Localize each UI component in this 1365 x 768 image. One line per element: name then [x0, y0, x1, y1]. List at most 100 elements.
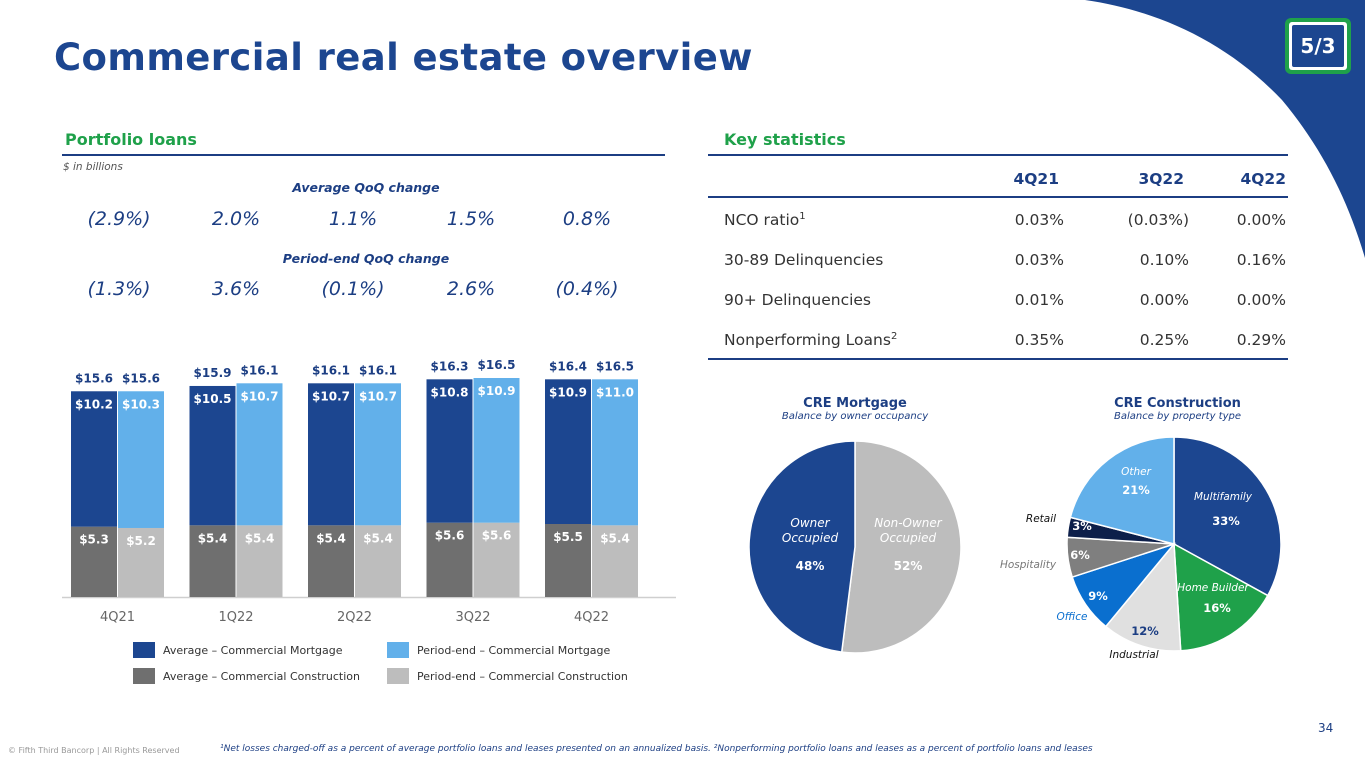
bar-average-commercial-construction-2q22: [308, 525, 354, 597]
bar-average-commercial-mortgage-1q22: [189, 385, 236, 526]
bar-total-label: $16.5: [478, 358, 516, 372]
key-stats-title: Key statistics: [724, 130, 846, 149]
units-note: $ in billions: [63, 161, 123, 173]
legend-swatch: [133, 642, 155, 658]
stat-row-nco: NCO ratio1 0.03% (0.03%) 0.00%: [724, 201, 1286, 241]
pie-slice-label: Other: [1121, 466, 1151, 478]
portfolio-bar-chart: $5.3 $10.2 $15.6 $5.2 $10.3 $15.6 4Q21 $5.4 $10.…: [62, 358, 676, 625]
fifth-third-logo: 5/3: [1285, 18, 1351, 74]
bar-value-label: $5.4: [245, 531, 275, 545]
bar-value-label: $10.7: [241, 389, 279, 403]
bar-value-label: $10.7: [359, 389, 397, 403]
avg-qoq-label: Average QoQ change: [292, 180, 440, 195]
bar-total-label: $16.5: [596, 359, 634, 373]
bar-total-label: $16.1: [359, 363, 397, 377]
x-tick-label: 4Q22: [574, 610, 609, 625]
bar-value-label: $5.4: [198, 531, 228, 545]
stat-label: NCO ratio: [724, 211, 800, 230]
pie-pct-label: 3%: [1072, 519, 1092, 533]
pie-slice-other: [1069, 436, 1175, 545]
pie-pct-label: 33%: [1212, 514, 1240, 528]
portfolio-section-title: Portfolio loans: [65, 130, 197, 149]
cre-mortgage-subtitle: Balance by owner occupancy: [781, 411, 929, 422]
cre-mortgage-title: CRE Mortgage: [803, 396, 907, 411]
bar-value-label: $5.2: [126, 534, 156, 548]
col-3q22: 3Q22: [1138, 170, 1184, 188]
bar-average-commercial-construction-4q21: [71, 526, 117, 597]
pe-qoq-row: (1.3%) 3.6% (0.1%) 2.6% (0.4%): [0, 278, 700, 304]
pe-qoq-4q22: (0.4%): [555, 278, 619, 300]
pie-slice-label: Non-Owner Occupied: [874, 516, 943, 545]
pe-qoq-4q21: (1.3%): [87, 278, 151, 300]
cre-construction-subtitle: Balance by property type: [1113, 411, 1242, 422]
bar-value-label: $10.9: [549, 385, 587, 399]
bar-average-commercial-construction-4q22: [545, 524, 591, 597]
col-4q21: 4Q21: [1013, 170, 1059, 188]
stat-row-npl: Nonperforming Loans2 0.35% 0.25% 0.29%: [724, 321, 1286, 361]
legend-label: Period-end – Commercial Mortgage: [417, 643, 611, 657]
pie-slice-label: Retail: [1026, 513, 1056, 525]
pie-slice-label: Owner Occupied: [782, 516, 839, 545]
bar-average-commercial-mortgage-4q21: [71, 391, 117, 527]
bar-period-end-commercial-mortgage-4q21: [118, 391, 164, 528]
pie-pct-label: 52%: [894, 559, 923, 573]
pie-slice-multifamily: [1173, 436, 1282, 597]
stat-value: (0.03%): [1127, 211, 1189, 229]
bar-period-end-commercial-construction-4q21: [118, 527, 164, 597]
stat-value: 0.25%: [1139, 331, 1189, 349]
bar-value-label: $10.5: [194, 392, 232, 406]
stat-value: 0.00%: [1236, 211, 1286, 229]
bar-period-end-commercial-mortgage-2q22: [355, 383, 401, 526]
legend-pe-construction: Period-end – Commercial Construction: [387, 668, 628, 684]
cre-construction-pie: Multifamily 33% Home Builder 16% Industrial 1…: [1000, 436, 1282, 661]
bar-period-end-commercial-construction-2q22: [355, 525, 401, 597]
bar-total-label: $15.6: [75, 371, 113, 385]
pie-slice-label: Industrial: [1109, 649, 1158, 661]
legend-swatch: [387, 668, 409, 684]
bar-value-label: $5.3: [79, 533, 109, 547]
pie-slice-label: Multifamily: [1194, 491, 1253, 503]
portfolio-rule: [62, 154, 665, 156]
pie-slice-non-owner-occupied: [840, 440, 962, 654]
col-4q22: 4Q22: [1240, 170, 1286, 188]
stat-value: 0.00%: [1139, 291, 1189, 309]
bar-value-label: $5.4: [363, 531, 393, 545]
stat-value: 0.00%: [1236, 291, 1286, 309]
legend-swatch: [387, 642, 409, 658]
page-title: Commercial real estate overview: [54, 36, 753, 79]
pie-pct-label: 21%: [1122, 483, 1150, 497]
avg-qoq-3q22: 1.5%: [446, 208, 496, 230]
bar-average-commercial-mortgage-2q22: [308, 383, 354, 526]
legend-label: Average – Commercial Construction: [163, 669, 360, 683]
stat-sup: 1: [799, 211, 806, 222]
bar-total-label: $15.6: [122, 371, 160, 385]
bar-period-end-commercial-construction-1q22: [236, 525, 283, 597]
avg-qoq-1q22: 2.0%: [211, 208, 261, 230]
pie-slice-label: Office: [1057, 611, 1088, 623]
bar-total-label: $16.4: [549, 359, 587, 373]
bar-period-end-commercial-mortgage-1q22: [236, 383, 283, 526]
pie-slice-label: Hospitality: [1000, 559, 1057, 571]
bar-value-label: $10.8: [431, 385, 469, 399]
bar-value-label: $10.7: [312, 389, 350, 403]
stat-sup: 2: [890, 331, 898, 342]
pie-pct-label: 48%: [796, 559, 825, 573]
pe-qoq-1q22: 3.6%: [211, 278, 261, 300]
stat-value: 0.16%: [1236, 251, 1286, 269]
bar-value-label: $5.6: [482, 529, 512, 543]
x-tick-label: 1Q22: [218, 610, 253, 625]
bar-total-label: $16.1: [241, 363, 279, 377]
bar-value-label: $5.5: [553, 530, 583, 544]
pie-slice-owner-occupied: [748, 440, 856, 654]
stat-value: 0.29%: [1236, 331, 1286, 349]
pe-qoq-3q22: 2.6%: [446, 278, 496, 300]
copyright: © Fifth Third Bancorp | All Rights Reser…: [8, 746, 180, 755]
pe-qoq-2q22: (0.1%): [321, 278, 385, 300]
pie-slice-label: Home Builder: [1177, 582, 1249, 594]
bar-period-end-commercial-construction-3q22: [473, 522, 520, 597]
bar-average-commercial-construction-1q22: [189, 525, 236, 597]
bar-average-commercial-mortgage-3q22: [426, 379, 473, 523]
pie-pct-label: 9%: [1088, 589, 1108, 603]
bar-total-label: $15.9: [194, 366, 232, 380]
legend-label: Period-end – Commercial Construction: [417, 669, 628, 683]
